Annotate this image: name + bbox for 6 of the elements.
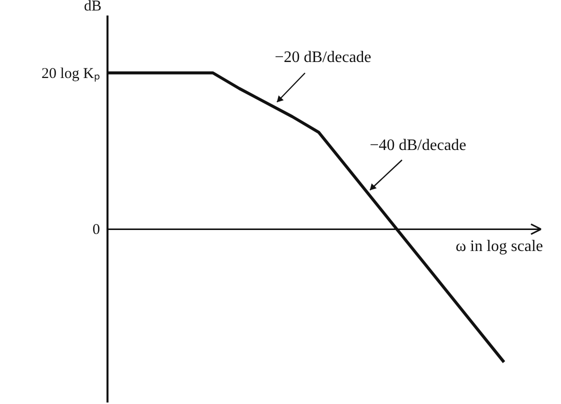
annotation: −40 dB/decade [370,137,466,154]
text: −20 dB/decade [274,49,372,66]
x-axis-title: ω in log scale [456,238,543,256]
y-axis-title: dB [84,0,102,14]
text: 0 [92,222,100,238]
text: 20 log Kₚ [42,66,100,82]
